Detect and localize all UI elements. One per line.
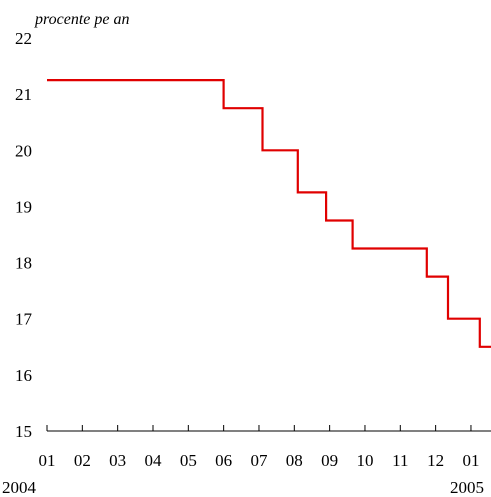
x-tick-label-09: 09 [321, 451, 338, 470]
x-tick-label-07: 07 [250, 451, 268, 470]
y-tick-label-18: 18 [15, 254, 32, 273]
year-label-2004: 2004 [2, 478, 37, 497]
x-tick-label-08: 08 [286, 451, 303, 470]
y-axis-tick-labels: 15 16 17 18 19 20 21 22 [15, 29, 33, 441]
x-tick-label-12: 12 [427, 451, 444, 470]
x-tick-label-06: 06 [215, 451, 232, 470]
x-tick-label-10: 10 [356, 451, 373, 470]
x-tick-label-03: 03 [109, 451, 126, 470]
x-axis: 01 02 03 04 05 06 07 08 09 10 11 12 01 [39, 425, 491, 470]
series-line [47, 78, 491, 348]
y-axis-unit-label: procente pe an [34, 11, 129, 28]
y-tick-label-16: 16 [15, 366, 32, 385]
y-tick-label-19: 19 [15, 197, 32, 216]
x-tick-label-04: 04 [144, 451, 162, 470]
series-group [47, 78, 491, 348]
year-label-2005: 2005 [450, 478, 484, 497]
x-tick-label-01: 01 [462, 451, 479, 470]
y-tick-label-21: 21 [15, 85, 32, 104]
x-tick-label-05: 05 [180, 451, 197, 470]
y-tick-label-22: 22 [15, 29, 32, 48]
x-tick-label-01: 01 [39, 451, 56, 470]
y-tick-label-15: 15 [15, 422, 32, 441]
y-tick-label-17: 17 [15, 310, 33, 329]
x-tick-label-11: 11 [392, 451, 408, 470]
x-tick-label-02: 02 [74, 451, 91, 470]
y-tick-label-20: 20 [15, 141, 32, 160]
